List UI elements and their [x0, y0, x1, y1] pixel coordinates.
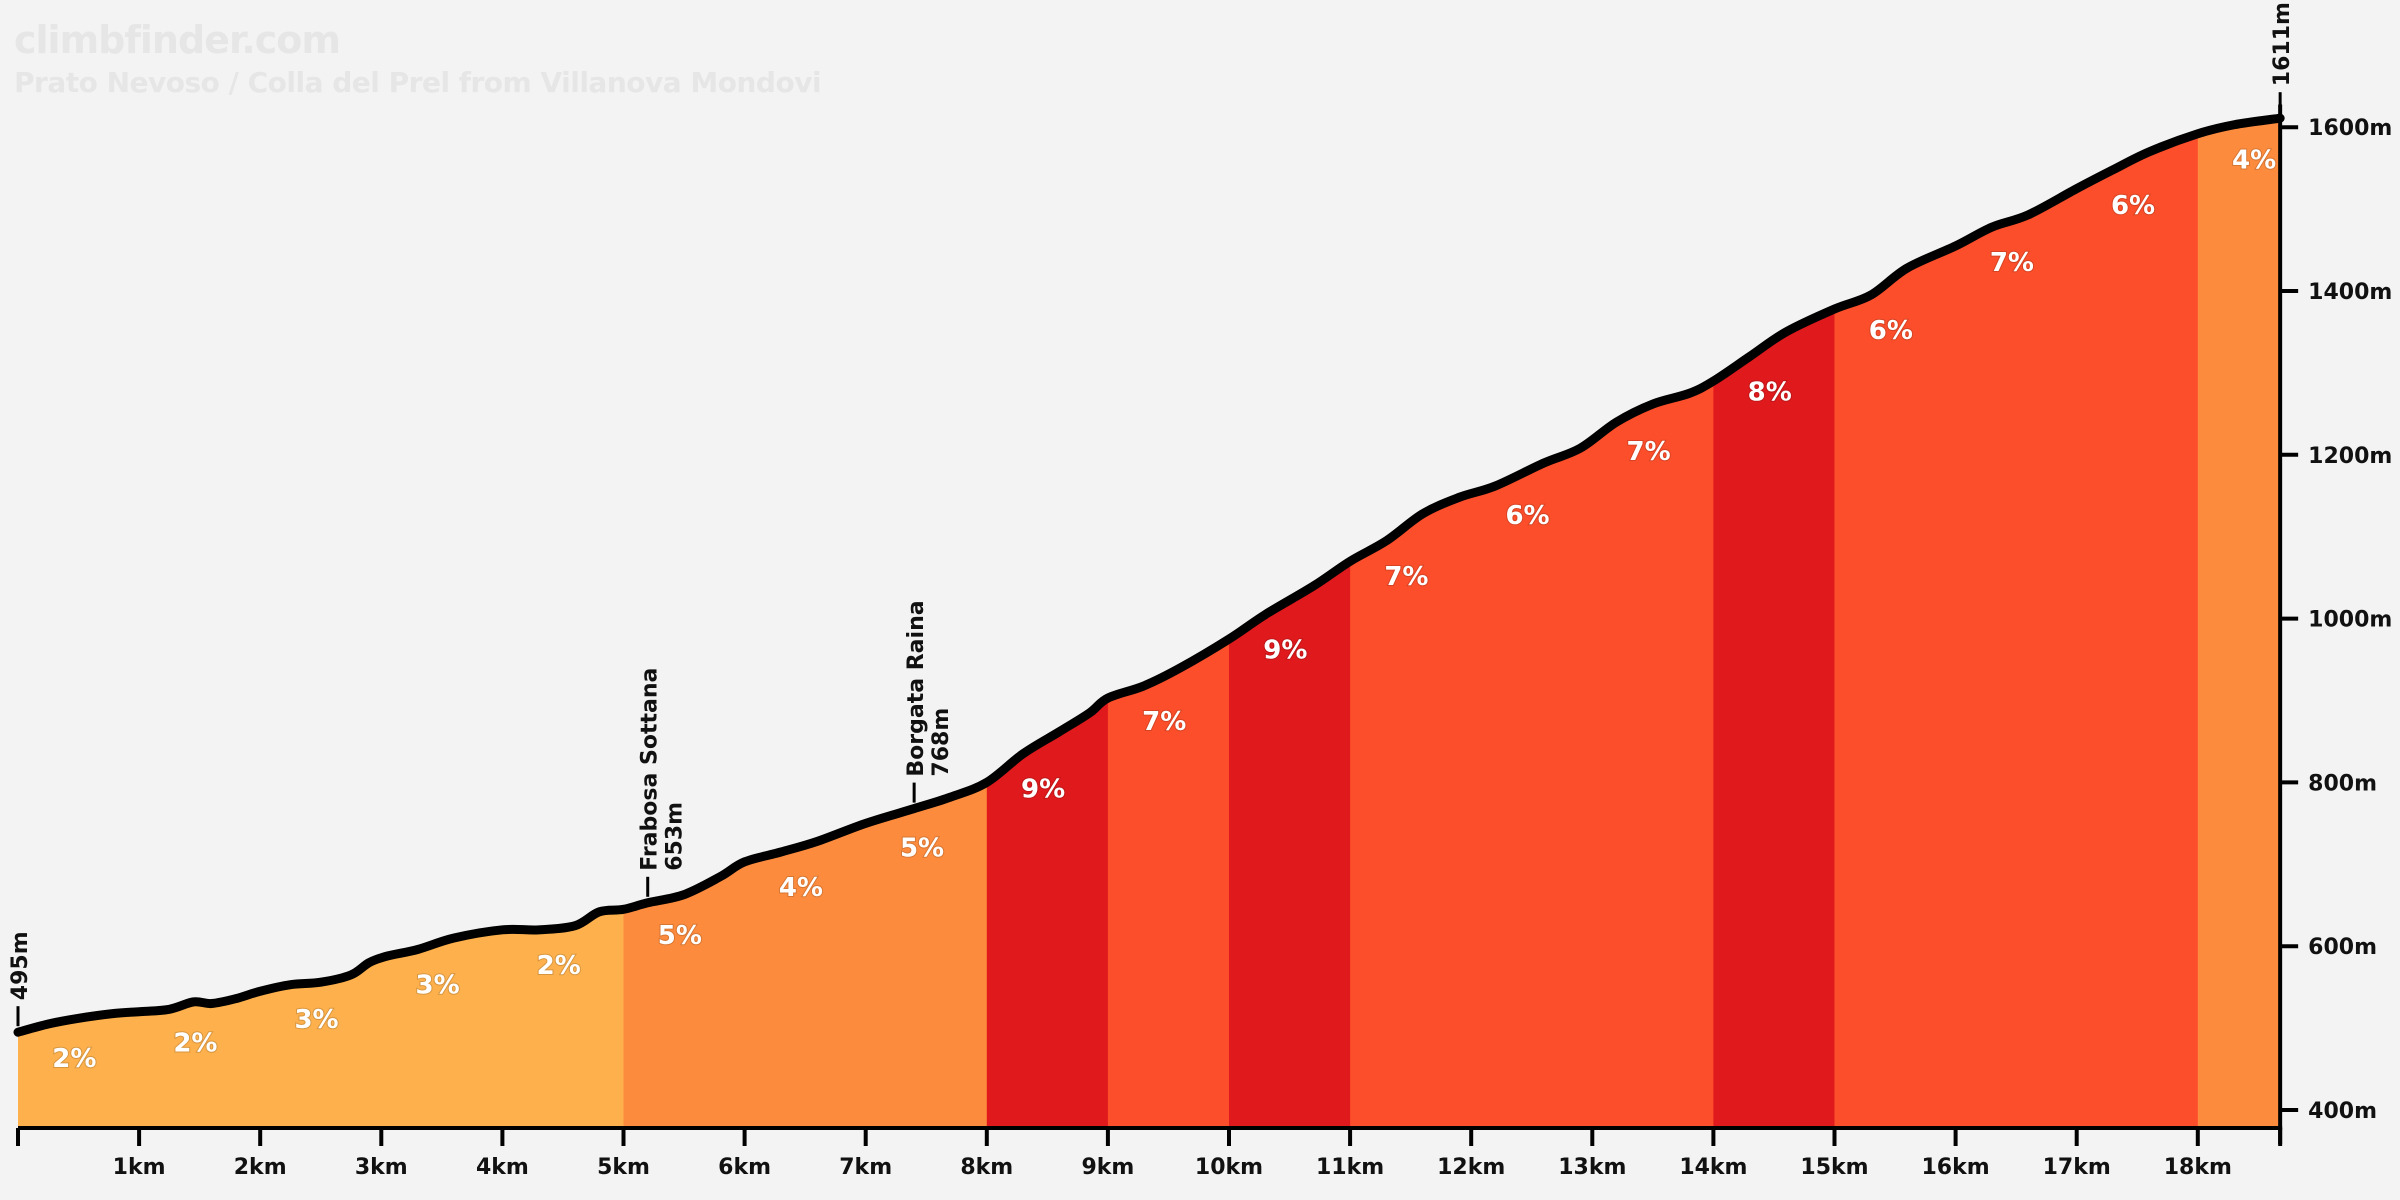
x-tick-label: 3km: [355, 1155, 408, 1180]
x-tick-label: 2km: [234, 1155, 287, 1180]
gradient-label: 2%: [173, 1028, 217, 1058]
gradient-label: 3%: [294, 1005, 338, 1035]
gradient-segment-2: [986, 118, 1109, 1128]
x-tick-label: 10km: [1195, 1155, 1263, 1180]
y-tick-label: 1200m: [2308, 444, 2392, 469]
annotation-elevation: 768m: [929, 708, 954, 777]
x-tick-label: 13km: [1558, 1155, 1626, 1180]
gradient-segment-1: [623, 118, 988, 1128]
gradient-label: 5%: [658, 921, 702, 951]
gradient-segment-4: [1229, 118, 1351, 1128]
gradient-label: 5%: [900, 833, 944, 863]
annotation-elevation: 495m: [8, 931, 33, 1000]
x-tick-label: 18km: [2164, 1155, 2232, 1180]
gradient-label: 3%: [416, 970, 460, 1000]
x-tick-label: 12km: [1437, 1155, 1505, 1180]
gradient-label: 9%: [1263, 636, 1307, 666]
annotation-2: Borgata Raina 768m: [904, 600, 954, 776]
annotation-place-name: Borgata Raina: [904, 600, 929, 776]
y-tick-label: 400m: [2308, 1099, 2377, 1124]
x-tick-label: 5km: [597, 1155, 650, 1180]
x-tick-label: 11km: [1316, 1155, 1384, 1180]
gradient-label: 4%: [2232, 146, 2276, 176]
gradient-segment-6: [1713, 118, 1835, 1128]
y-tick-label: 1600m: [2308, 116, 2392, 141]
x-tick-label: 4km: [476, 1155, 529, 1180]
annotation-1: Frabosa Sottana 653m: [638, 668, 688, 871]
x-tick-label: 6km: [718, 1155, 771, 1180]
gradient-label: 6%: [1869, 316, 1913, 346]
gradient-label: 6%: [1505, 501, 1549, 531]
chart-title: Prato Nevoso / Colla del Prel from Villa…: [14, 66, 822, 99]
x-tick-label: 17km: [2043, 1155, 2111, 1180]
gradient-segments: [18, 118, 2281, 1128]
gradient-label: 7%: [1142, 707, 1186, 737]
axes: 1km 2km 3km 4km 5km 6km 7km 8km 9km 10km 11km 12km 1…: [16, 104, 2392, 1180]
x-tick-label: 1km: [113, 1155, 166, 1180]
y-tick-label: 1000m: [2308, 608, 2392, 633]
gradient-segment-0: [18, 118, 624, 1128]
brand-logo-text: climbfinder.com: [14, 18, 341, 62]
annotation-elevation: 1611m: [2270, 2, 2295, 86]
gradient-label: 8%: [1748, 378, 1792, 408]
gradient-segment-3: [1107, 118, 1230, 1128]
gradient-segment-8: [2197, 118, 2281, 1128]
gradient-label: 4%: [779, 873, 823, 903]
gradient-label: 2%: [52, 1044, 96, 1074]
x-tick-label: 15km: [1800, 1155, 1868, 1180]
gradient-label: 7%: [1627, 437, 1671, 467]
x-tick-label: 14km: [1679, 1155, 1747, 1180]
annotation-elevation: 653m: [663, 802, 688, 871]
y-tick-label: 600m: [2308, 935, 2377, 960]
annotations: 495m Frabosa Sottana 653m Borgata Raina 768m…: [8, 2, 2295, 1027]
gradient-label: 7%: [1990, 248, 2034, 278]
x-tick-label: 16km: [1922, 1155, 1990, 1180]
gradient-label: 9%: [1021, 775, 1065, 805]
y-tick-label: 800m: [2308, 771, 2377, 796]
gradient-labels: 2% 2% 3% 3% 2% 5% 4% 5% 9% 7% 9% 7% 6% 7% 8% 6% 7% 6% 4%: [51, 145, 2277, 1075]
y-tick-label: 1400m: [2308, 280, 2392, 305]
gradient-label: 2%: [537, 951, 581, 981]
x-tick-label: 7km: [839, 1155, 892, 1180]
x-tick-label: 9km: [1081, 1155, 1134, 1180]
gradient-label: 7%: [1384, 562, 1428, 592]
elevation-line: [13, 113, 2285, 1037]
gradient-segment-7: [1834, 118, 2199, 1128]
annotation-3: 1611m: [2270, 2, 2295, 86]
annotation-0: 495m: [8, 931, 33, 1000]
annotation-place-name: Frabosa Sottana: [638, 668, 663, 871]
x-tick-label: 8km: [960, 1155, 1013, 1180]
gradient-label: 6%: [2111, 191, 2155, 221]
